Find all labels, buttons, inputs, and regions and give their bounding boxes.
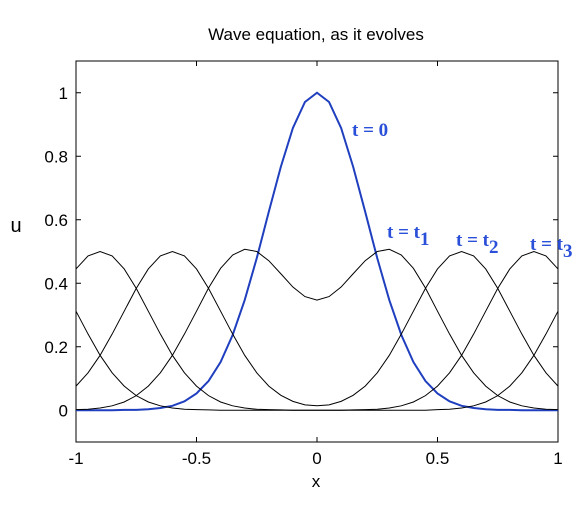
y-tick-label: 0.2 xyxy=(44,338,68,357)
y-tick-label: 0 xyxy=(59,401,68,420)
wave-line xyxy=(75,248,559,411)
annotation-text: t = 0 xyxy=(352,120,388,141)
annotation: t = 0 xyxy=(352,120,388,141)
x-tick-label: 1 xyxy=(553,449,562,468)
annotation: t = t1 xyxy=(387,222,429,250)
y-tick-label: 0.8 xyxy=(44,147,68,166)
annotation-text: t = t xyxy=(387,222,421,243)
wave-line xyxy=(76,91,558,412)
y-tick-label: 1 xyxy=(59,84,68,103)
annotation-text: t = t xyxy=(530,234,564,255)
x-tick-label: 0 xyxy=(312,449,321,468)
y-axis-label: u xyxy=(10,215,21,237)
y-tick-label: 0.4 xyxy=(44,274,68,293)
x-axis-label: x xyxy=(312,472,321,491)
annotation-subscript: 3 xyxy=(563,241,573,262)
wave-line xyxy=(75,250,559,407)
annotation-text: t = t xyxy=(456,230,490,251)
annotation: t = t3 xyxy=(530,234,572,262)
y-tick-label: 0.6 xyxy=(44,211,68,230)
wave-line xyxy=(75,310,559,411)
x-tick-label: 0.5 xyxy=(426,449,450,468)
chart-title: Wave equation, as it evolves xyxy=(208,25,424,44)
x-tick-label: -1 xyxy=(68,449,83,468)
annotation: t = t2 xyxy=(456,230,498,258)
annotation-subscript: 2 xyxy=(489,237,499,258)
annotation-subscript: 1 xyxy=(420,229,430,250)
x-tick-label: -0.5 xyxy=(182,449,211,468)
